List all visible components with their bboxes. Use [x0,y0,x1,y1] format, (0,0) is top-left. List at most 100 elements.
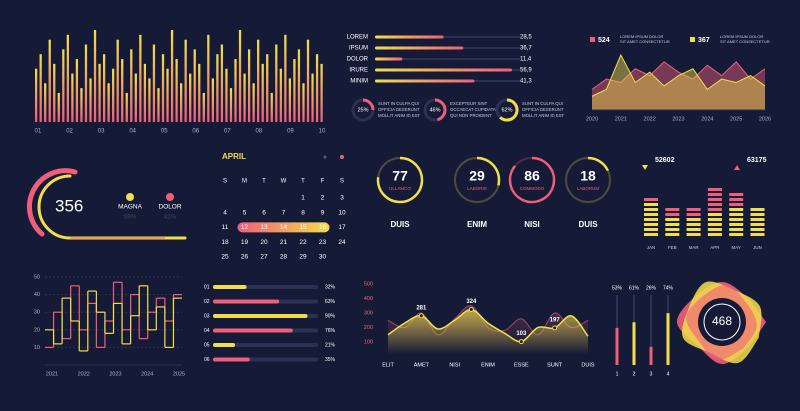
x-tick-label: APR [710,245,720,250]
text-label: IPSUM [349,46,368,52]
legend-label: 63175 [747,157,767,164]
day: 10 [338,209,346,216]
stripe [729,233,744,236]
bar [198,63,201,122]
data-label: 281 [416,305,427,311]
bar [39,54,42,122]
text-label: 61% [629,285,640,291]
stripe [707,218,722,221]
bar [148,78,151,122]
x-tick-label: 2024 [141,371,153,377]
stripe [665,208,680,211]
bar [121,59,124,122]
data-label: 103 [516,331,527,337]
stripe [665,233,680,236]
bar [284,34,287,123]
bar [375,35,444,39]
x-tick-label: 2026 [759,116,771,122]
stripe [644,233,658,236]
stripe [644,228,658,231]
x-tick-label: 4 [667,371,670,377]
bar [143,63,147,122]
text-label: LABORUM [577,186,600,191]
text-label: APRIL [222,152,246,161]
area-line [591,61,766,90]
x-tick-label: 2020 [586,116,598,122]
day: 29 [299,254,307,261]
y-tick-label: 30 [34,310,40,316]
ring-arc [476,156,501,186]
bar [213,285,247,289]
stripe [707,208,722,211]
x-tick-label: AMET [414,362,430,368]
text-label: 86 [524,168,540,184]
bar [89,78,92,122]
selection [237,222,330,233]
text-label: LOREM IPSUM DOLOR [620,34,663,39]
text-label: 01 [204,284,210,290]
x-tick-label: 01 [35,129,42,135]
bar [84,44,88,122]
stripe-bar [729,208,744,236]
legend-dot [126,193,134,201]
day: 3 [340,195,344,202]
bar [306,39,310,122]
bar [98,63,101,122]
stripe-bar [665,208,680,216]
point [518,339,524,345]
y-tick-label: 400 [364,296,373,302]
text-label: 18 [580,168,596,184]
legend-label: 367 [698,37,710,44]
stripe-bar [686,218,701,236]
bar [213,343,236,347]
bar [375,79,475,83]
bar [134,73,137,122]
text-label: 74% [663,285,674,291]
text-label: M [242,179,247,185]
text-label: LOREM [347,35,368,41]
text-label: SUNT IN CULPA QUI [522,101,563,106]
day: 1 [301,195,305,202]
day: 21 [280,239,288,246]
bar [649,346,653,365]
text-label: OFFICIA DESERUNT [378,107,420,112]
wave-fill [388,309,588,354]
stripe [729,223,744,226]
bar [666,313,670,365]
bar [615,327,619,365]
bar [202,92,205,122]
bar [175,59,178,122]
day: 16 [319,224,327,231]
bar [193,49,196,122]
bar [315,54,319,122]
bar [247,49,251,122]
stripe [750,213,765,216]
bar [375,46,464,50]
area-fill [592,61,765,110]
x-tick-label: 09 [287,129,294,135]
text-label: W [281,179,287,185]
bar [112,68,115,122]
text-label: 77 [392,168,408,184]
y-tick-label: 300 [364,310,373,316]
stripe [644,203,658,206]
nav-dot [340,155,344,159]
stripe [729,203,744,206]
stripe [686,233,701,236]
stripe [686,208,701,211]
bar [266,54,269,122]
bar [220,44,224,122]
day: 13 [260,224,268,231]
data-label: 324 [466,299,477,305]
legend-label: 52602 [655,157,675,164]
text-label: 76% [325,328,336,334]
text-label: NISI [524,220,540,229]
stripe-bar [665,218,680,236]
text-label: MAGNA [118,204,143,211]
text-label: T [262,179,266,185]
x-tick-label: 1 [616,371,619,377]
bar [75,59,79,122]
ring-arc [587,156,610,172]
text-label: F [321,179,325,185]
y-tick-label: 20 [34,327,40,333]
